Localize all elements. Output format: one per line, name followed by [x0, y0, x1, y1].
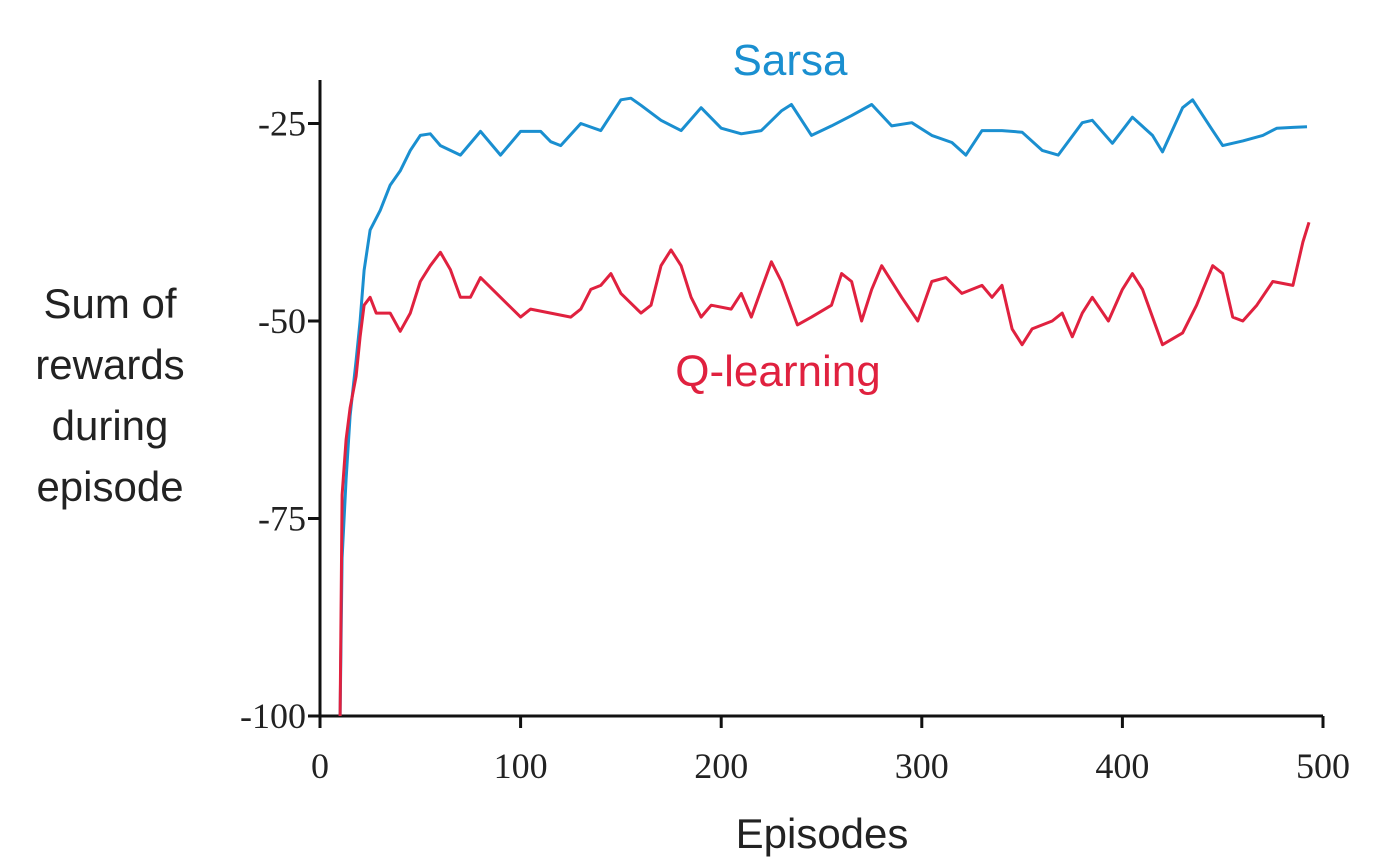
x-tick-label: 500 — [1296, 746, 1350, 786]
series-line — [338, 96, 1308, 717]
y-axis-label-line: episode — [36, 463, 183, 510]
x-tick-label: 400 — [1095, 746, 1149, 786]
x-tick-label: 300 — [895, 746, 949, 786]
series-line — [338, 221, 1311, 717]
y-tick-label: -75 — [258, 499, 306, 539]
y-axis-label-line: Sum of — [43, 280, 176, 327]
y-axis-label-line: rewards — [35, 341, 184, 388]
x-tick-label: 0 — [311, 746, 329, 786]
x-tick-label: 100 — [494, 746, 548, 786]
y-tick-label: -50 — [258, 301, 306, 341]
series-label: Sarsa — [733, 36, 848, 85]
y-tick-label: -100 — [240, 696, 306, 736]
x-tick-label: 200 — [694, 746, 748, 786]
y-axis-label: Sum of rewards during episode — [35, 280, 184, 510]
x-axis-label: Episodes — [736, 810, 909, 857]
y-tick-label: -25 — [258, 104, 306, 144]
y-axis-label-line: during — [52, 402, 169, 449]
series-label: Q-learning — [675, 347, 880, 396]
